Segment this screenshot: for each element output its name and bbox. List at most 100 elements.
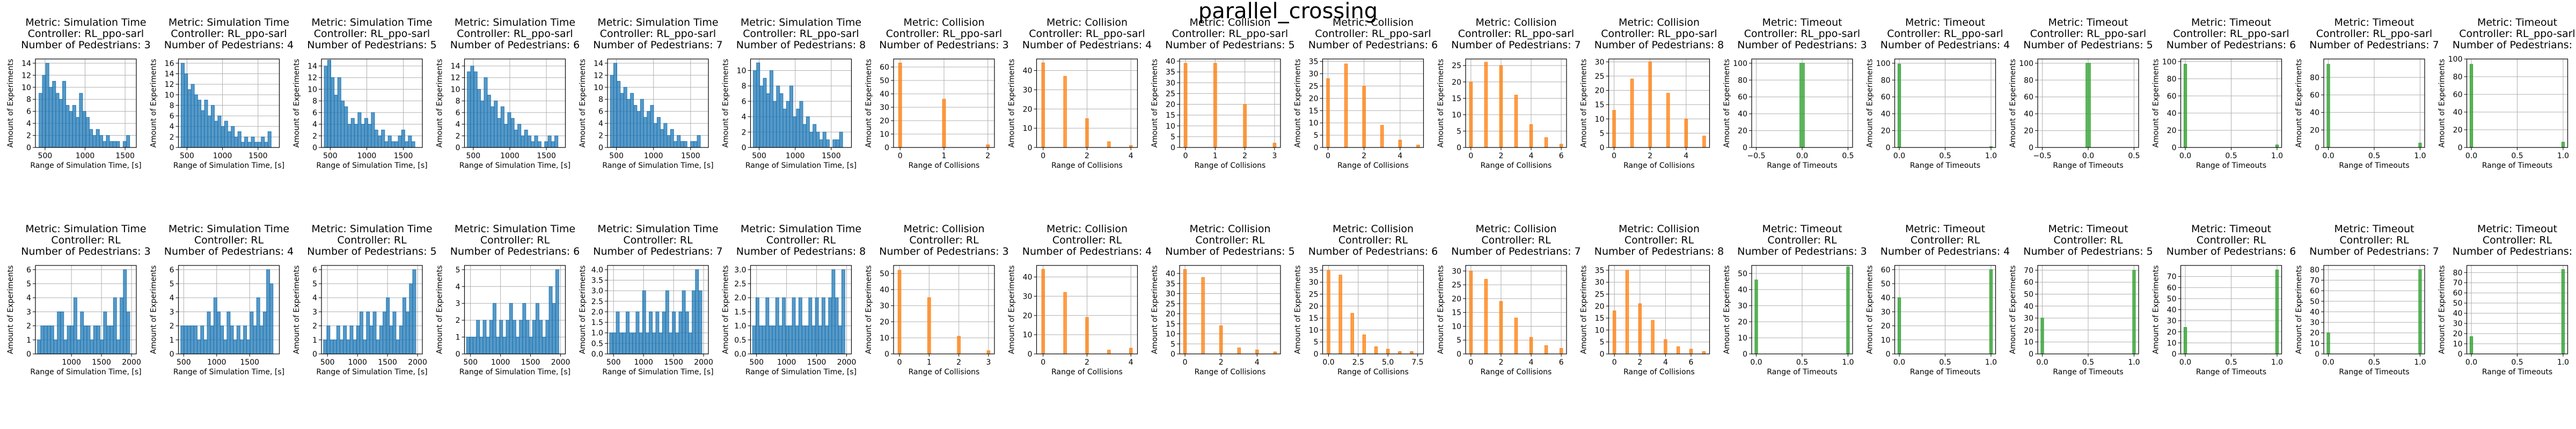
y-tick-label: 60 [2024,93,2033,102]
y-tick-label: 10 [1166,122,1175,131]
x-tick-label: 2000 [837,358,857,367]
histogram-bar [103,141,107,148]
x-tick-label: 0.5 [1939,358,1951,367]
y-tick-label: 40 [2310,109,2319,117]
y-tick-label: 40 [1881,294,1891,302]
y-axis-label: Amount of Experiments [2295,265,2303,354]
subplot-title-line: Number of Pedestrians: 4 [1022,39,1152,51]
y-tick-label: 10 [1023,331,1033,339]
histogram-bar [507,112,511,148]
y-tick-label: 6 [26,266,31,275]
y-tick-label: 5 [1314,131,1319,140]
histogram-bar [55,93,60,148]
histogram-bar [504,124,508,148]
histogram-bar [371,112,375,148]
x-tick-label: 1000 [491,358,510,367]
histogram-bar [49,87,53,148]
histogram-bar [334,94,338,148]
subplot-title-line: Metric: Collision [1619,223,1700,235]
histogram-bar [835,297,839,354]
histogram-bar [2418,269,2422,354]
histogram-bar [69,111,73,148]
histogram-bar [656,117,661,148]
x-axis-label: Range of Timeouts [1767,161,1837,170]
y-tick-label: 5 [1600,338,1605,347]
y-tick-label: 2 [598,132,603,140]
histogram-bar [326,326,331,354]
subplot-title-line: Controller: RL_ppo-sarl [2030,28,2146,40]
y-tick-label: 25 [1166,300,1175,308]
x-tick-label: 3 [1272,152,1277,160]
histogram-bar [1237,347,1241,354]
subplot-title-line: Metric: Simulation Time [169,223,289,235]
y-tick-label: 15 [1595,101,1605,109]
plot-frame [1179,265,1281,354]
histogram-bar [408,135,412,148]
subplot-title-line: Controller: RL_ppo-sarl [2173,28,2289,40]
y-tick-label: 0 [1170,350,1175,359]
y-tick-label: 20 [1595,302,1605,311]
x-tick-label: 1500 [681,152,700,160]
histogram-bar [266,269,270,354]
y-tick-label: 25 [1452,62,1461,70]
y-tick-label: 60 [2024,278,2033,287]
histogram-bar [92,135,97,148]
y-axis-label: Amount of Experiments [1437,59,1445,148]
y-tick-label: 40 [880,90,889,99]
histogram-bar [204,100,208,148]
y-tick-label: 3.5 [591,277,603,285]
y-tick-label: 40 [1166,270,1175,278]
y-tick-label: 50 [2310,298,2319,306]
histogram-bar [347,124,352,148]
subplot-title-line: Controller: RL_ppo-sarl [1744,28,1860,40]
histogram-bar [782,297,786,354]
histogram-bar [649,311,653,354]
histogram-bar [269,283,274,354]
y-tick-label: 2 [26,132,31,140]
histogram-bar [695,269,699,354]
histogram-bar [1677,346,1680,354]
histogram-bar [552,303,556,354]
subplot-title-line: Controller: RL [2483,234,2552,246]
y-tick-label: 30 [2167,317,2177,326]
x-tick-label: 500 [749,358,764,367]
histogram-bar [1897,297,1901,354]
histogram-bar [897,270,902,354]
y-tick-label: 0 [2315,144,2319,152]
histogram-bar [506,320,510,354]
subplot-title-line: Metric: Simulation Time [455,223,575,235]
y-tick-label: 35 [1595,267,1605,275]
y-tick-label: 0 [1028,350,1033,359]
histogram-bar [383,311,386,354]
histogram-bar [779,326,782,354]
histogram-bar [226,311,231,354]
y-tick-label: 3.0 [734,266,746,275]
x-tick-label: 4 [1255,358,1260,367]
x-tick-label: 0 [1041,152,1045,160]
histogram-bar [83,326,87,354]
y-tick-label: 3.0 [591,287,603,295]
x-tick-label: 4 [1529,358,1534,367]
x-tick-label: 0.0 [1322,358,1334,367]
y-tick-label: 8 [598,95,603,104]
histogram-bar [639,332,643,354]
y-tick-label: 30 [1595,278,1605,287]
subplot-title-line: Number of Pedestrians: 5 [1165,246,1295,257]
x-tick-label: 1.0 [2271,152,2283,160]
y-tick-label: 35 [1309,58,1319,66]
x-tick-label: 1.0 [1985,358,1997,367]
y-tick-label: 20 [1309,302,1319,311]
x-axis-label: Range of Timeouts [1767,368,1837,376]
y-tick-label: 10 [2453,340,2463,349]
y-tick-label: 4 [26,294,31,302]
y-tick-label: 0 [1600,144,1605,152]
histogram-bar [832,139,837,148]
histogram-bar [486,337,490,354]
subplot-title-line: Number of Pedestrians: 3 [1737,39,1867,51]
y-axis-label: Amount of Experiments [865,265,873,354]
y-tick-label: 1.0 [734,322,746,331]
